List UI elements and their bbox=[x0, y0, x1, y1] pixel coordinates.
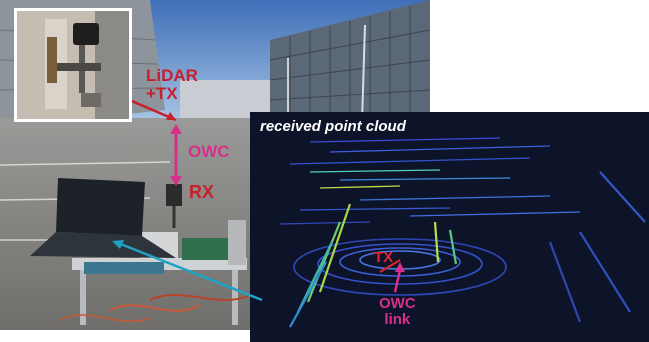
laptop-screen bbox=[56, 178, 145, 236]
wall-points bbox=[289, 171, 646, 328]
owc-label: OWC bbox=[188, 142, 230, 161]
point-cloud-panel: received point cloud bbox=[250, 112, 649, 342]
lidar-label-line1: LiDAR bbox=[146, 66, 198, 85]
rx-receiver bbox=[166, 184, 182, 206]
owc-link-line2: link bbox=[384, 311, 411, 328]
rx-label: RX bbox=[189, 182, 215, 202]
owc-link-arrow bbox=[393, 269, 402, 293]
tx-label-line2: +TX bbox=[146, 84, 178, 103]
lidar-closeup-inset bbox=[14, 8, 132, 122]
owc-link-line1: OWC bbox=[379, 295, 416, 312]
circuit-board bbox=[182, 238, 228, 260]
lidar-tx-label: LiDAR +TX bbox=[146, 67, 198, 103]
lidar-sensor bbox=[73, 23, 99, 45]
point-cloud bbox=[279, 137, 646, 328]
point-cloud-title: received point cloud bbox=[260, 118, 406, 135]
right-building-windows bbox=[269, 6, 430, 123]
tx-arrow bbox=[379, 259, 401, 273]
inset-scene bbox=[17, 11, 129, 119]
ground-rings bbox=[293, 238, 507, 296]
scan-lines bbox=[279, 137, 581, 225]
tx-cloud-label: TX bbox=[374, 249, 394, 266]
owc-link-label: OWC link bbox=[379, 296, 416, 328]
